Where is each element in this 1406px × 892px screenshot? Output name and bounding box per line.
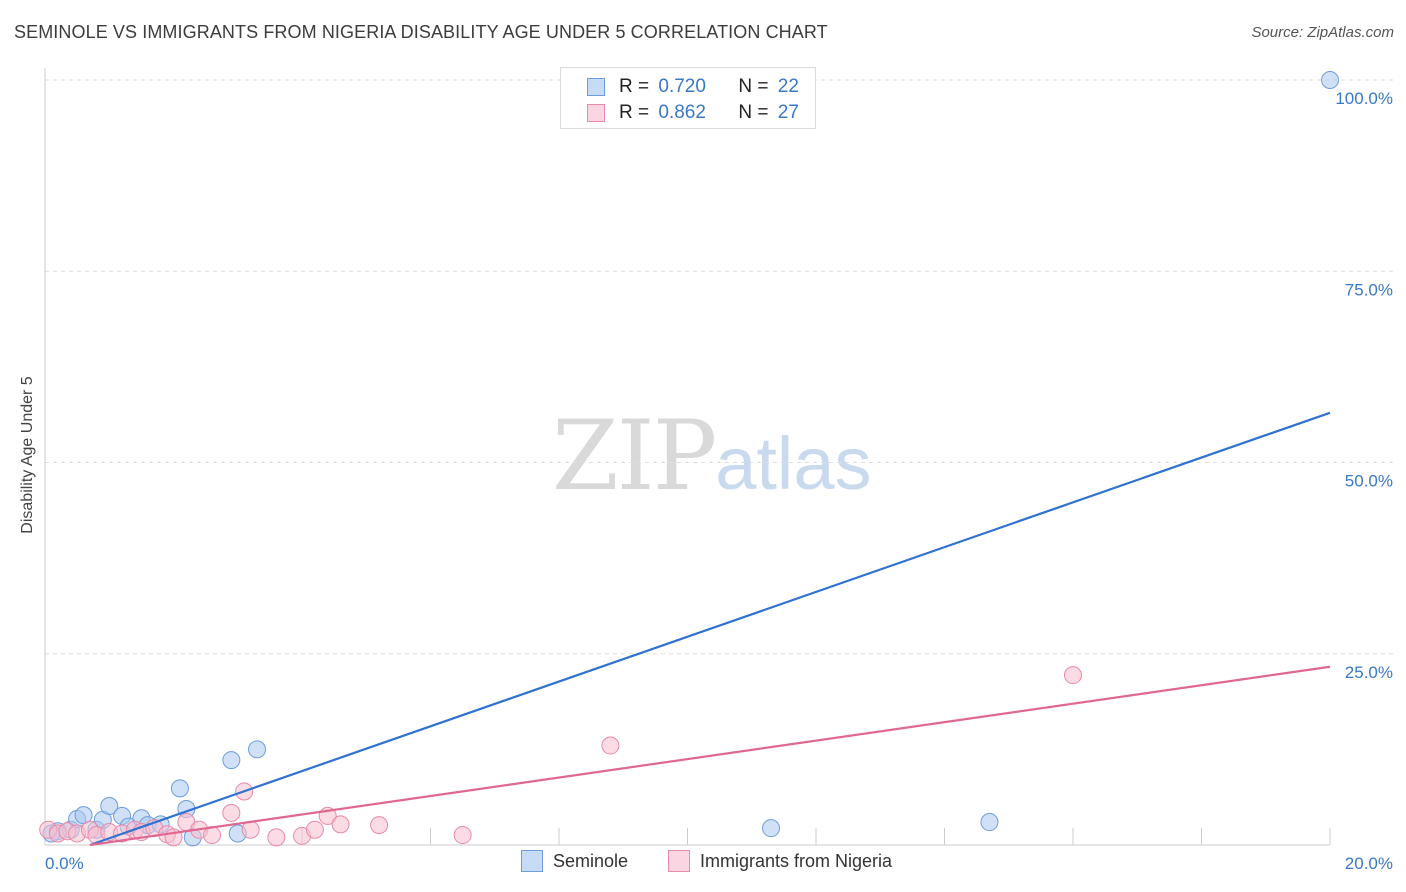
watermark-zip: ZIP [552,400,717,512]
seminole-point [1321,71,1339,89]
nigeria-point [1064,666,1082,685]
legend-row-seminole: R = 0.720 N = 22 [587,75,799,99]
nigeria-point [331,815,350,834]
nigeria-point [601,736,620,755]
legend-swatch-seminole [521,850,543,872]
legend-r-label: R = [619,102,650,123]
nigeria-point [453,826,472,845]
chart-title: SEMINOLE VS IMMIGRANTS FROM NIGERIA DISA… [14,22,828,42]
legend-r-value: 0.862 [658,102,706,123]
nigeria-trend-line [89,665,1331,847]
legend-label-nigeria: Immigrants from Nigeria [700,850,893,871]
seminole-point [170,779,189,798]
watermark-atlas: atlas [715,422,872,505]
nigeria-point [370,816,389,835]
source-label: Source: ZipAtlas.com [1251,24,1394,41]
legend-label-seminole: Seminole [553,850,629,871]
legend-n-value: 27 [777,102,799,123]
x-tick-label: 20.0% [1345,854,1393,873]
nigeria-point [267,828,286,847]
legend-r-value: 0.720 [658,76,706,97]
legend-swatch-nigeria [587,104,605,122]
y-axis-title: Disability Age Under 5 [19,376,36,534]
y-tick-label: 100.0% [1335,89,1393,108]
legend-swatch-nigeria [668,850,690,872]
y-tick-label: 75.0% [1345,280,1393,299]
watermark: ZIPatlas [552,400,872,512]
correlation-legend: R = 0.720 N = 22 R = 0.862 N = 27 [560,67,816,129]
seminole-point [222,751,241,770]
y-tick-label: 25.0% [1345,663,1393,682]
legend-n-label: N = [738,76,769,97]
legend-row-nigeria: R = 0.862 N = 27 [587,101,799,125]
seminole-point [762,819,781,838]
series-legend: Seminole Immigrants from Nigeria [0,850,1406,878]
legend-n-label: N = [738,102,769,123]
seminole-point [248,740,267,759]
y-tick-label: 50.0% [1345,472,1393,491]
x-tick-label: 0.0% [45,854,84,873]
seminole-trend-line [89,411,1331,847]
legend-swatch-seminole [587,78,605,96]
seminole-point [100,796,119,815]
seminole-point [980,813,999,832]
legend-r-label: R = [619,76,650,97]
nigeria-point [222,803,241,822]
legend-item-nigeria[interactable]: Immigrants from Nigeria [668,850,892,872]
legend-n-value: 22 [777,76,799,97]
legend-item-seminole[interactable]: Seminole [521,850,628,872]
nigeria-point [305,820,324,839]
